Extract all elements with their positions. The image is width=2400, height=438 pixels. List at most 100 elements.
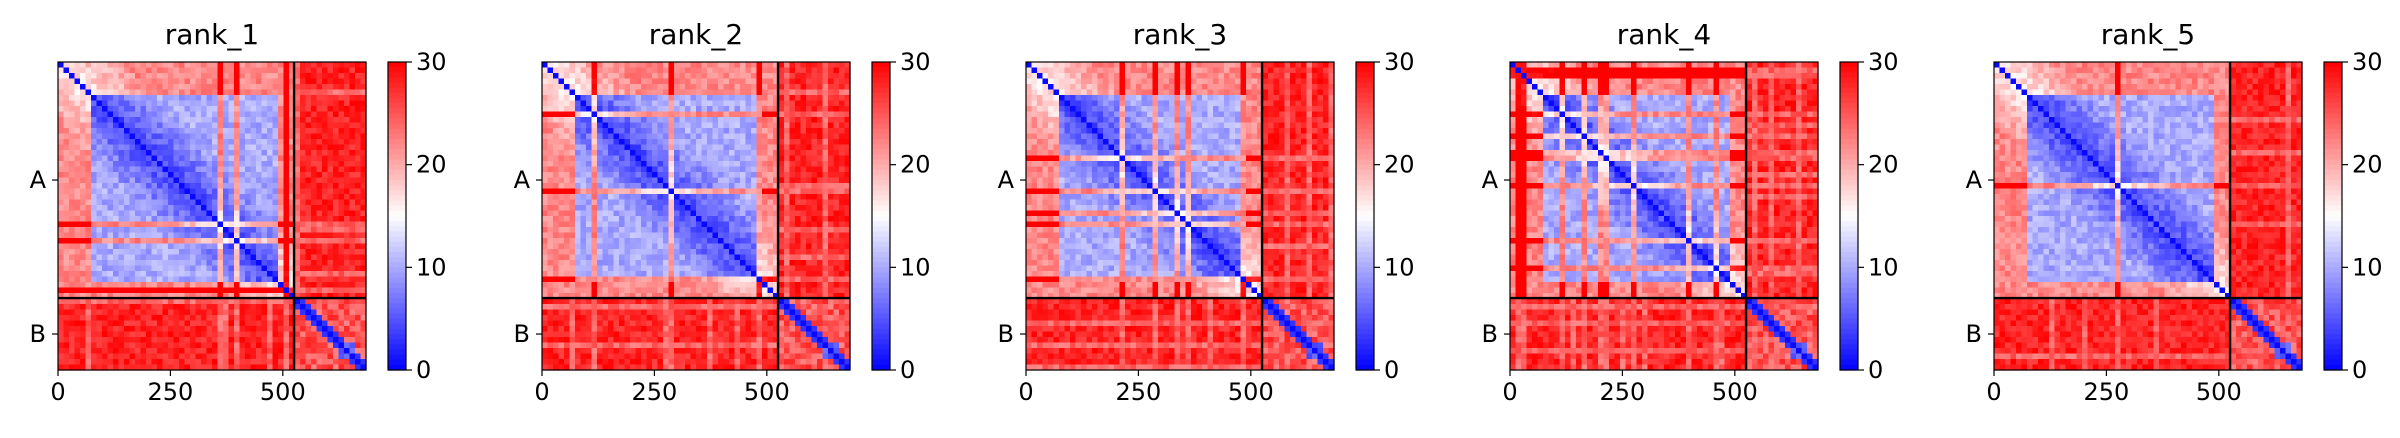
heatmap-cell [294,260,301,267]
heatmap-cell [575,78,582,85]
heatmap-cell [355,199,362,206]
heatmap-cell [580,100,587,107]
heatmap-cell [102,348,109,355]
heatmap-cell [652,166,659,173]
heatmap-cell [344,359,351,366]
heatmap-cell [168,260,175,267]
heatmap-cell [322,315,329,322]
heatmap-cell [613,73,620,80]
heatmap-cell [135,315,142,322]
heatmap-cell [102,260,109,267]
heatmap-cell [311,359,318,366]
heatmap-cell [586,95,593,102]
heatmap-cell [679,227,686,234]
heatmap-cell [283,67,290,74]
heatmap-cell [597,100,604,107]
heatmap-cell [542,216,549,223]
heatmap-cell [696,117,703,124]
heatmap-cell [162,62,169,69]
heatmap-cell [234,287,241,294]
heatmap-cell [822,216,829,223]
heatmap-cell [91,188,98,195]
heatmap-cell [91,172,98,179]
heatmap-cell [619,199,626,206]
heatmap-cell [173,177,180,184]
heatmap-cell [63,199,70,206]
heatmap-cell [157,84,164,91]
heatmap-cell [756,172,763,179]
heatmap-cell [206,287,213,294]
heatmap-cell [151,183,158,190]
heatmap-cell [58,298,65,305]
heatmap-cell [723,67,730,74]
heatmap-cell [652,133,659,140]
heatmap-cell [652,199,659,206]
heatmap-cell [619,166,626,173]
heatmap-cell [201,243,208,250]
heatmap-cell [349,216,356,223]
heatmap-cell [663,166,670,173]
heatmap-cell [168,238,175,245]
heatmap-cell [844,89,851,96]
heatmap-cell [547,117,554,124]
heatmap-cell [267,249,274,256]
heatmap-cell [784,111,791,118]
heatmap-cell [833,210,840,217]
heatmap-cell [828,89,835,96]
heatmap-cell [234,293,241,300]
heatmap-cell [278,100,285,107]
heatmap-cell [179,342,186,349]
heatmap-cell [289,100,296,107]
heatmap-cell [168,111,175,118]
heatmap-cell [113,298,120,305]
heatmap-cell [327,298,334,305]
heatmap-cell [69,89,76,96]
heatmap-cell [624,84,631,91]
heatmap-cell [80,298,87,305]
heatmap-cell [124,254,131,261]
heatmap-cell [162,128,169,135]
heatmap-cell [844,78,851,85]
heatmap-cell [91,232,98,239]
heatmap-cell [344,139,351,146]
heatmap-cell [833,95,840,102]
heatmap-cell [173,315,180,322]
heatmap-cell [129,89,136,96]
heatmap-cell [206,364,213,371]
heatmap-cell [344,144,351,151]
heatmap-cell [723,150,730,157]
heatmap-cell [597,210,604,217]
heatmap-cell [113,194,120,201]
heatmap-cell [102,172,109,179]
heatmap-cell [305,265,312,272]
heatmap-cell [773,205,780,212]
heatmap-cell [195,62,202,69]
heatmap-cell [316,78,323,85]
heatmap-cell [80,139,87,146]
heatmap-cell [624,188,631,195]
heatmap-cell [129,205,136,212]
heatmap-cell [300,84,307,91]
heatmap-cell [91,161,98,168]
heatmap-cell [789,155,796,162]
heatmap-cell [283,95,290,102]
heatmap-cell [547,95,554,102]
heatmap-cell [289,353,296,360]
heatmap-cell [223,95,230,102]
heatmap-cell [674,227,681,234]
heatmap-cell [305,337,312,344]
heatmap-cell [701,144,708,151]
heatmap-cell [179,205,186,212]
heatmap-cell [96,298,103,305]
heatmap-cell [360,177,367,184]
heatmap-cell [542,155,549,162]
heatmap-cell [283,326,290,333]
heatmap-cell [118,276,125,283]
heatmap-cell [124,227,131,234]
heatmap-cell [195,238,202,245]
heatmap-cell [146,199,153,206]
colorbar-segment [388,226,406,232]
heatmap-cell [206,133,213,140]
heatmap-cell [817,227,824,234]
heatmap-cell [151,227,158,234]
